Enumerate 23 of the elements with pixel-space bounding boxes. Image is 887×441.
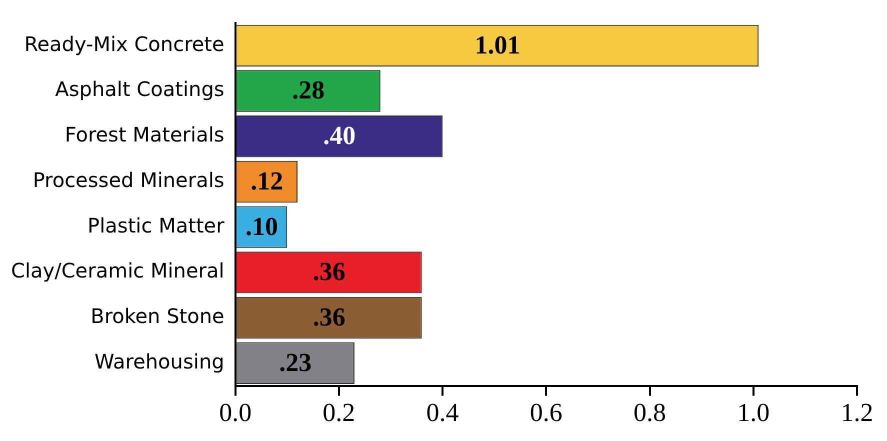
x-tick-label: 0.0 <box>219 398 252 428</box>
data-label: .36 <box>312 302 346 332</box>
data-label: .36 <box>312 257 346 286</box>
data-label: .12 <box>250 166 284 196</box>
y-tick-label: Forest Materials <box>64 122 224 147</box>
x-tick-label: 1.2 <box>840 398 874 428</box>
y-tick-label: Clay/Ceramic Mineral <box>10 258 224 283</box>
data-label: .28 <box>292 76 325 105</box>
x-tick-label: 0.4 <box>426 398 459 428</box>
data-label: 1.01 <box>474 30 520 60</box>
y-tick-label: Processed Minerals <box>32 168 224 192</box>
x-tick-label: 0.2 <box>322 398 356 428</box>
y-tick-label: Ready-Mix Concrete <box>24 32 224 56</box>
data-label: .23 <box>279 348 312 377</box>
x-tick-label: 0.8 <box>634 398 666 428</box>
y-tick-label: Plastic Matter <box>88 213 226 238</box>
y-tick-label: Asphalt Coatings <box>55 77 224 102</box>
x-tick-label: 0.6 <box>530 398 562 428</box>
x-tick-label: 1.0 <box>737 398 770 428</box>
data-label: .40 <box>323 121 356 150</box>
y-tick-label: Broken Stone <box>90 304 224 328</box>
y-tick-label: Warehousing <box>94 349 224 374</box>
data-label: .10 <box>245 212 278 241</box>
